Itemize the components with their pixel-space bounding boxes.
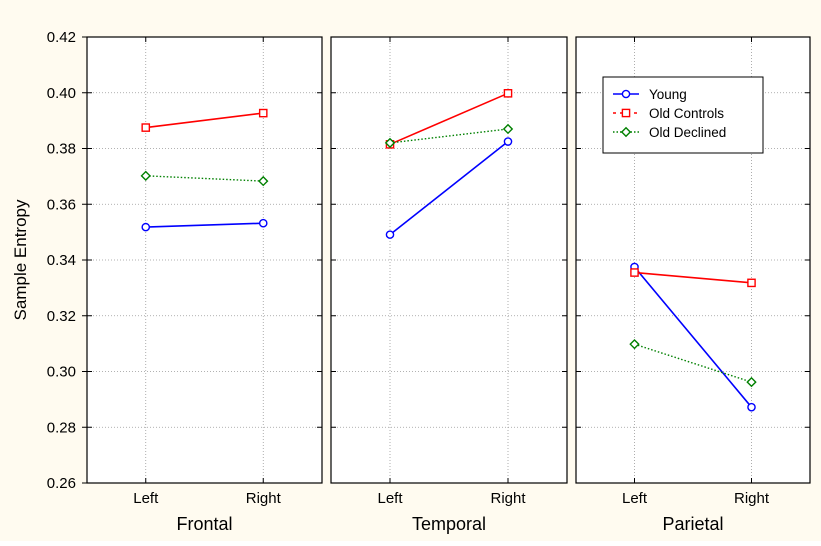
series-line [389, 128, 509, 144]
data-point [258, 218, 268, 228]
y-tick-label: 0.42 [47, 29, 76, 46]
series-young [141, 218, 268, 232]
panel-frame [330, 36, 568, 484]
x-tick-label: Left [133, 490, 159, 507]
y-tick-label: 0.38 [47, 141, 76, 158]
series-line [634, 343, 752, 383]
series-line [634, 271, 752, 284]
series-young [385, 137, 513, 239]
y-tick-label: 0.34 [47, 252, 76, 269]
series-old-controls [630, 268, 756, 288]
y-axis: 0.26 0.28 0.30 0.32 0.34 0.36 0.38 0.40 0.42 [47, 29, 87, 492]
y-tick-label: 0.26 [47, 475, 76, 492]
series-line [145, 112, 264, 129]
data-point [258, 108, 268, 118]
data-point [630, 268, 639, 277]
y-axis-label: Sample Entropy [11, 199, 30, 320]
y-tick-label: 0.28 [47, 419, 76, 436]
data-point [258, 175, 269, 187]
legend-label: Young [649, 87, 687, 102]
data-point [140, 170, 151, 182]
series-old-declined [140, 170, 269, 187]
legend-item: Young [613, 87, 687, 102]
y-tick-label: 0.40 [47, 85, 76, 102]
data-point [503, 89, 513, 98]
data-point [141, 123, 151, 132]
series-line [633, 266, 753, 408]
x-tick-label: Left [377, 490, 403, 507]
x-tick-label: Right [246, 490, 282, 507]
y-tick-label: 0.36 [47, 196, 76, 213]
legend-marker [620, 126, 632, 138]
legend-label: Old Declined [649, 125, 726, 140]
data-point [747, 402, 756, 412]
legend: Young Old Controls Old Declined [602, 76, 764, 154]
series-line [145, 175, 264, 182]
data-point [502, 123, 514, 135]
data-point [746, 376, 757, 388]
data-point [141, 222, 151, 232]
y-tick-label: 0.32 [47, 308, 76, 325]
legend-marker [621, 108, 631, 118]
panel-frame [575, 36, 811, 484]
legend-marker [621, 89, 631, 99]
series-old-declined [384, 123, 514, 149]
x-tick-label: Right [490, 490, 526, 507]
legend-label: Old Controls [649, 106, 724, 121]
data-point [629, 338, 640, 350]
data-point [503, 137, 513, 146]
legend-item: Old Controls [613, 106, 724, 121]
x-tick-label: Right [734, 490, 770, 507]
series-line [389, 92, 509, 146]
panel-0: Left Right Frontal [86, 36, 323, 534]
data-point [385, 230, 395, 239]
legend-item: Old Declined [613, 125, 726, 140]
series-line [389, 140, 509, 236]
series-line [145, 222, 264, 228]
series-old-controls [141, 108, 268, 132]
data-point [747, 278, 756, 288]
x-tick-label: Left [622, 490, 648, 507]
data-point [384, 137, 396, 149]
x-axis-label: Temporal [412, 514, 486, 534]
y-tick-label: 0.30 [47, 364, 76, 381]
series-old-declined [629, 338, 757, 388]
x-axis-label: Parietal [662, 514, 723, 534]
x-axis-label: Frontal [176, 514, 232, 534]
